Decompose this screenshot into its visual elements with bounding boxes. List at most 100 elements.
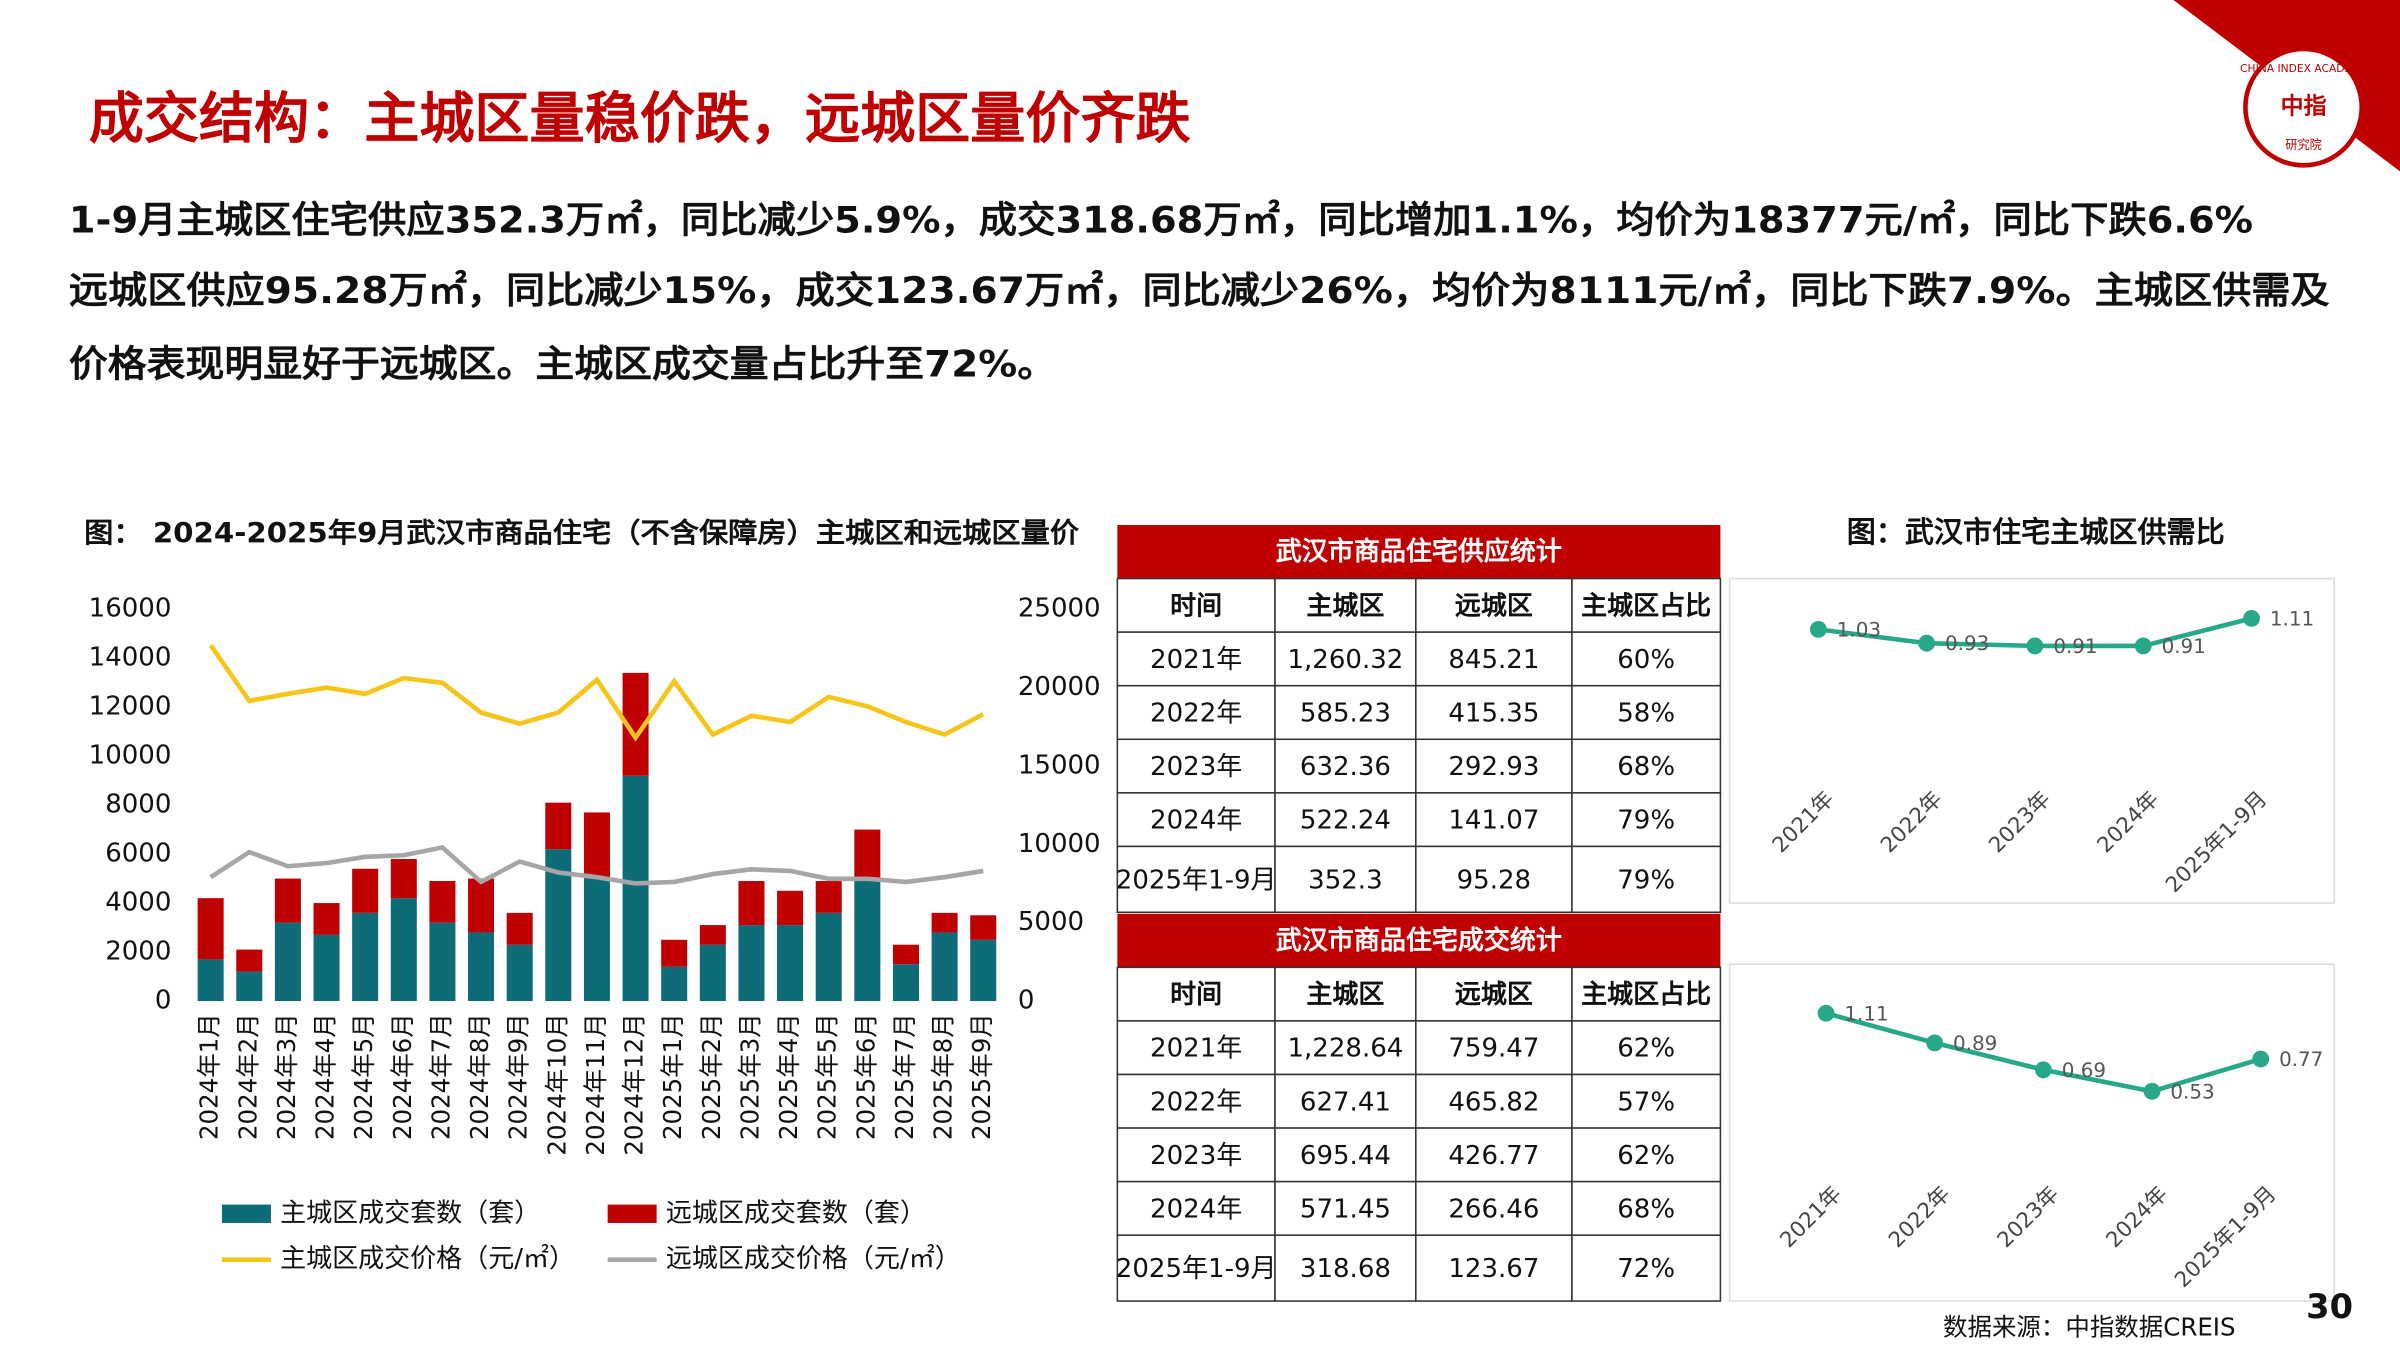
bar bbox=[506, 944, 533, 1002]
y-tick-label: 6000 bbox=[105, 839, 171, 869]
bar bbox=[892, 964, 919, 1002]
x-tick-label: 2024年10月 bbox=[542, 1013, 571, 1155]
legend-swatch bbox=[607, 1204, 657, 1223]
table-cell bbox=[1274, 966, 1417, 1022]
y-tick-label: 12000 bbox=[89, 692, 172, 722]
chart-title: 图： 2024-2025年9月武汉市商品住宅（不含保障房）主城区和远城区量价 bbox=[84, 517, 1079, 549]
bar bbox=[313, 934, 340, 1002]
table-header: 主城区 bbox=[1306, 591, 1384, 621]
legend-swatch bbox=[221, 1204, 271, 1223]
bar bbox=[583, 878, 610, 1002]
data-label: 0.93 bbox=[1945, 632, 1989, 655]
line bbox=[208, 643, 985, 742]
bar bbox=[699, 925, 726, 945]
table-cell-text: 1,228.64 bbox=[1287, 1034, 1403, 1064]
table-title-bg bbox=[1117, 913, 1721, 968]
paragraph-line: 远城区供应95.28万㎡，同比减少15%，成交123.67万㎡，同比减少26%，… bbox=[69, 269, 2330, 312]
x-tick-label: 2025年2月 bbox=[697, 1013, 726, 1140]
table-cell bbox=[1571, 1234, 1722, 1302]
point bbox=[2243, 609, 2260, 627]
y-tick-label: 8000 bbox=[105, 790, 171, 820]
bar bbox=[931, 932, 958, 1002]
x-tick-label: 2024年5月 bbox=[349, 1013, 378, 1140]
table-cell bbox=[1116, 1020, 1276, 1076]
table-cell bbox=[1415, 1180, 1573, 1236]
y2-tick-label: 15000 bbox=[1018, 750, 1101, 780]
table-cell-text: 627.41 bbox=[1300, 1087, 1391, 1117]
legend-label: 主城区成交价格（元/㎡） bbox=[280, 1244, 575, 1274]
table-header: 主城区占比 bbox=[1581, 980, 1711, 1010]
data-label: 0.89 bbox=[1953, 1032, 1997, 1055]
table-cell bbox=[1274, 738, 1417, 794]
table-title: 武汉市商品住宅成交统计 bbox=[1276, 925, 1562, 956]
table-cell-text: 2023年 bbox=[1150, 1141, 1242, 1171]
table-cell-text: 426.77 bbox=[1448, 1141, 1539, 1171]
table-cell bbox=[1116, 577, 1276, 633]
data-label: 0.91 bbox=[2053, 635, 2097, 658]
bar bbox=[236, 949, 263, 972]
table-cell bbox=[1116, 1234, 1276, 1302]
table-cell bbox=[1116, 845, 1276, 914]
y-tick-label: 0 bbox=[155, 986, 172, 1016]
x-tick-label: 2025年8月 bbox=[929, 1013, 958, 1140]
x-tick-label: 2025年6月 bbox=[851, 1013, 880, 1140]
table-header: 远城区 bbox=[1455, 980, 1533, 1010]
table-cell bbox=[1415, 1234, 1573, 1302]
table-header: 远城区 bbox=[1455, 591, 1533, 621]
table-title: 武汉市商品住宅供应统计 bbox=[1276, 536, 1562, 567]
table-cell-text: 318.68 bbox=[1300, 1254, 1391, 1284]
table-cell bbox=[1571, 1180, 1722, 1236]
x-tick-label: 2025年5月 bbox=[813, 1013, 842, 1140]
table-cell-text: 2021年 bbox=[1150, 645, 1242, 675]
table-cell-text: 2025年1-9月 bbox=[1116, 865, 1277, 895]
table-cell-text: 95.28 bbox=[1457, 865, 1531, 895]
table-cell-text: 79% bbox=[1617, 865, 1675, 895]
x-tick-label: 2024年4月 bbox=[311, 1013, 340, 1140]
point bbox=[2252, 1050, 2270, 1068]
data-label: 1.03 bbox=[1837, 618, 1881, 641]
table-cell bbox=[1415, 792, 1573, 848]
table-cell-text: 123.67 bbox=[1448, 1254, 1539, 1284]
table-cell bbox=[1116, 966, 1276, 1022]
legend-label: 远城区成交套数（套） bbox=[666, 1198, 926, 1228]
table-cell-text: 2022年 bbox=[1150, 699, 1242, 729]
table-cell-text: 695.44 bbox=[1300, 1141, 1391, 1171]
bar bbox=[313, 903, 340, 935]
table-cell-text: 292.93 bbox=[1448, 752, 1539, 782]
table-cell bbox=[1571, 631, 1722, 687]
y-tick-label: 10000 bbox=[89, 741, 172, 771]
table-cell bbox=[1415, 577, 1573, 633]
data-label: 0.77 bbox=[2279, 1048, 2323, 1071]
point bbox=[2134, 637, 2152, 655]
table-header: 主城区 bbox=[1306, 980, 1384, 1010]
x-tick-label: 2025年3月 bbox=[735, 1013, 764, 1140]
bar bbox=[970, 915, 997, 940]
logo-mark: 中指 bbox=[2281, 94, 2327, 120]
bar bbox=[622, 775, 649, 1002]
bar bbox=[815, 912, 842, 1002]
bar bbox=[274, 922, 301, 1002]
table-cell-text: 79% bbox=[1617, 806, 1675, 836]
table-cell-text: 62% bbox=[1617, 1141, 1675, 1171]
table-cell-text: 632.36 bbox=[1300, 752, 1391, 782]
table-cell-text: 266.46 bbox=[1448, 1194, 1539, 1224]
table-cell-text: 522.24 bbox=[1300, 806, 1391, 836]
data-label: 0.69 bbox=[2062, 1059, 2106, 1082]
data-label: 1.11 bbox=[1844, 1002, 1888, 1025]
paragraph-line: 1-9月主城区住宅供应352.3万㎡，同比减少5.9%，成交318.68万㎡，同… bbox=[69, 198, 2253, 241]
table-cell bbox=[1415, 738, 1573, 794]
table-cell-text: 68% bbox=[1617, 752, 1675, 782]
bar bbox=[738, 925, 765, 1002]
bar bbox=[274, 878, 301, 923]
table-cell-text: 2024年 bbox=[1150, 806, 1242, 836]
table-cell-text: 585.23 bbox=[1300, 699, 1391, 729]
table-cell bbox=[1116, 738, 1276, 794]
x-tick-label: 2024年1月 bbox=[195, 1013, 224, 1140]
table-cell-text: 759.47 bbox=[1448, 1034, 1539, 1064]
y-tick-label: 16000 bbox=[89, 594, 172, 624]
bar bbox=[545, 802, 572, 850]
bar bbox=[468, 932, 495, 1002]
table-cell bbox=[1415, 1127, 1573, 1183]
x-tick-label: 2024年3月 bbox=[272, 1013, 301, 1140]
legend-label: 远城区成交价格（元/㎡） bbox=[666, 1244, 961, 1274]
